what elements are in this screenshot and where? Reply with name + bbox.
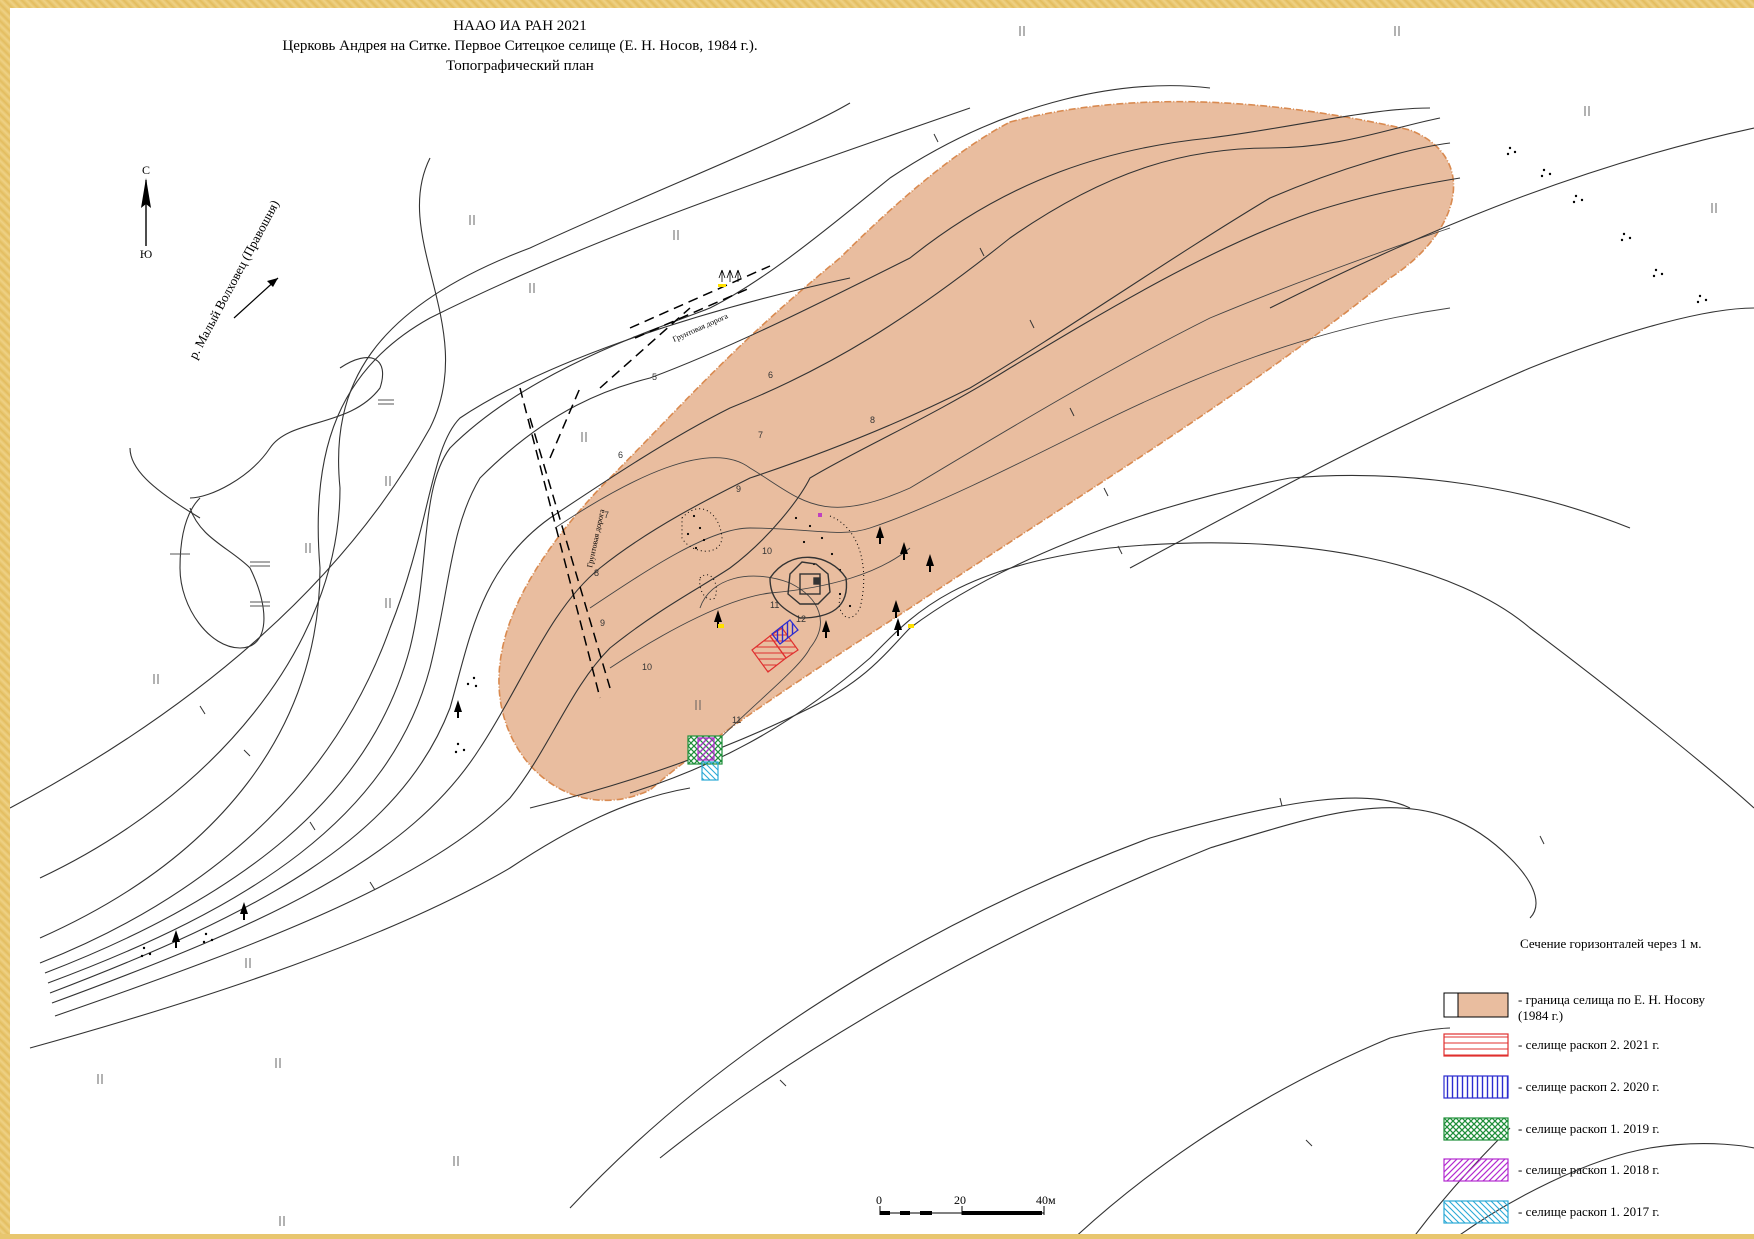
contour-interval-note: Сечение горизонталей через 1 м.: [1520, 936, 1702, 951]
marker-icon: [908, 624, 914, 628]
contour-label: 6: [618, 450, 623, 460]
tree-icon: [240, 902, 248, 920]
excavation-1-2017: [701, 761, 719, 781]
legend-label: - селище раскоп 1. 2017 г.: [1518, 1204, 1660, 1219]
contour-lines: [9, 85, 1754, 1239]
legend-label: - селище раскоп 2. 2021 г.: [1518, 1037, 1660, 1052]
title-line-1: НААО ИА РАН 2021: [453, 18, 587, 34]
scale-tick-label: 40м: [1036, 1193, 1056, 1207]
marker-icon: [818, 513, 822, 517]
legend-item-excavation-2-2021: - селище раскоп 2. 2021 г.: [1443, 1033, 1660, 1057]
scale-bar: 0 20 40м: [876, 1193, 1056, 1215]
contour-label: 7: [758, 430, 763, 440]
north-label: С: [142, 163, 150, 177]
contour-label: 11: [770, 600, 779, 610]
contour-label-group: 5 6 6 7 7 8 8 9 9 10 10 11 11 12: [594, 370, 875, 725]
settlement-boundary-area: [498, 100, 1455, 801]
contour-label: 9: [736, 484, 741, 494]
tree-icon: [172, 930, 180, 948]
legend-label: - селище раскоп 1. 2019 г.: [1518, 1121, 1660, 1136]
north-arrow: С Ю: [140, 163, 152, 261]
title-line-3: Топографический план: [446, 58, 594, 74]
legend-item-excavation-1-2017: - селище раскоп 1. 2017 г.: [1443, 1200, 1660, 1224]
legend-label: (1984 г.): [1518, 1008, 1563, 1023]
tree-icon: [876, 526, 884, 544]
contour-label: 8: [870, 415, 875, 425]
tree-icon: [454, 700, 462, 718]
contour-label: 12: [796, 614, 806, 624]
tree-icon: [892, 600, 900, 618]
boundary-dotted: [681, 508, 865, 619]
river-label: р. Малый Волховец (Правошня): [185, 197, 282, 361]
contour-label: 7: [604, 510, 609, 520]
scale-tick-label: 0: [876, 1193, 882, 1207]
legend-label: - селище раскоп 1. 2018 г.: [1518, 1162, 1660, 1177]
tree-icon: [714, 610, 722, 628]
tree-icon: [822, 620, 830, 638]
river-flow-arrow-icon: [233, 277, 279, 319]
legend-label: - граница селища по Е. Н. Носову: [1518, 992, 1705, 1007]
topographic-map: НААО ИА РАН 2021 Церковь Андрея на Ситке…: [9, 18, 1754, 1239]
south-label: Ю: [140, 247, 152, 261]
tree-icon-group: [172, 526, 934, 948]
title-line-2: Церковь Андрея на Ситке. Первое Ситецкое…: [282, 38, 757, 54]
church-foundation: [769, 556, 848, 619]
legend-item-excavation-1-2019: - селище раскоп 1. 2019 г.: [1443, 1117, 1660, 1141]
contour-ticks: [199, 133, 1545, 1147]
map-title: НААО ИА РАН 2021 Церковь Андрея на Ситке…: [282, 18, 757, 74]
tree-icon: [900, 542, 908, 560]
legend-item-excavation-2-2020: - селище раскоп 2. 2020 г.: [1443, 1075, 1660, 1099]
contour-label: 5: [652, 372, 657, 382]
legend-label: - селище раскоп 2. 2020 г.: [1518, 1079, 1660, 1094]
north-arrow-icon: [141, 178, 151, 208]
map-legend: - граница селища по Е. Н. Носову (1984 г…: [1443, 992, 1705, 1224]
scale-tick-label: 20: [954, 1193, 966, 1207]
meadow-symbols: [97, 26, 1717, 1226]
contour-label: 8: [594, 568, 599, 578]
excavation-1-2018: [697, 737, 715, 761]
map-sheet: НААО ИА РАН 2021 Церковь Андрея на Ситке…: [9, 8, 1754, 1239]
legend-item-settlement: - граница селища по Е. Н. Носову (1984 г…: [1443, 992, 1705, 1023]
contour-label: 6: [768, 370, 773, 380]
marker-icon: [718, 624, 724, 628]
contour-label: 9: [600, 618, 605, 628]
contour-label: 11: [732, 715, 741, 725]
tree-icon: [894, 618, 902, 636]
conifer-icon: [718, 269, 742, 287]
contour-label: 10: [762, 546, 772, 556]
contour-label: 10: [642, 662, 652, 672]
excavation-2-2020: [771, 619, 799, 645]
legend-item-excavation-1-2018: - селище раскоп 1. 2018 г.: [1443, 1158, 1660, 1182]
tree-icon: [926, 554, 934, 572]
shrub-dots: [140, 146, 1708, 958]
